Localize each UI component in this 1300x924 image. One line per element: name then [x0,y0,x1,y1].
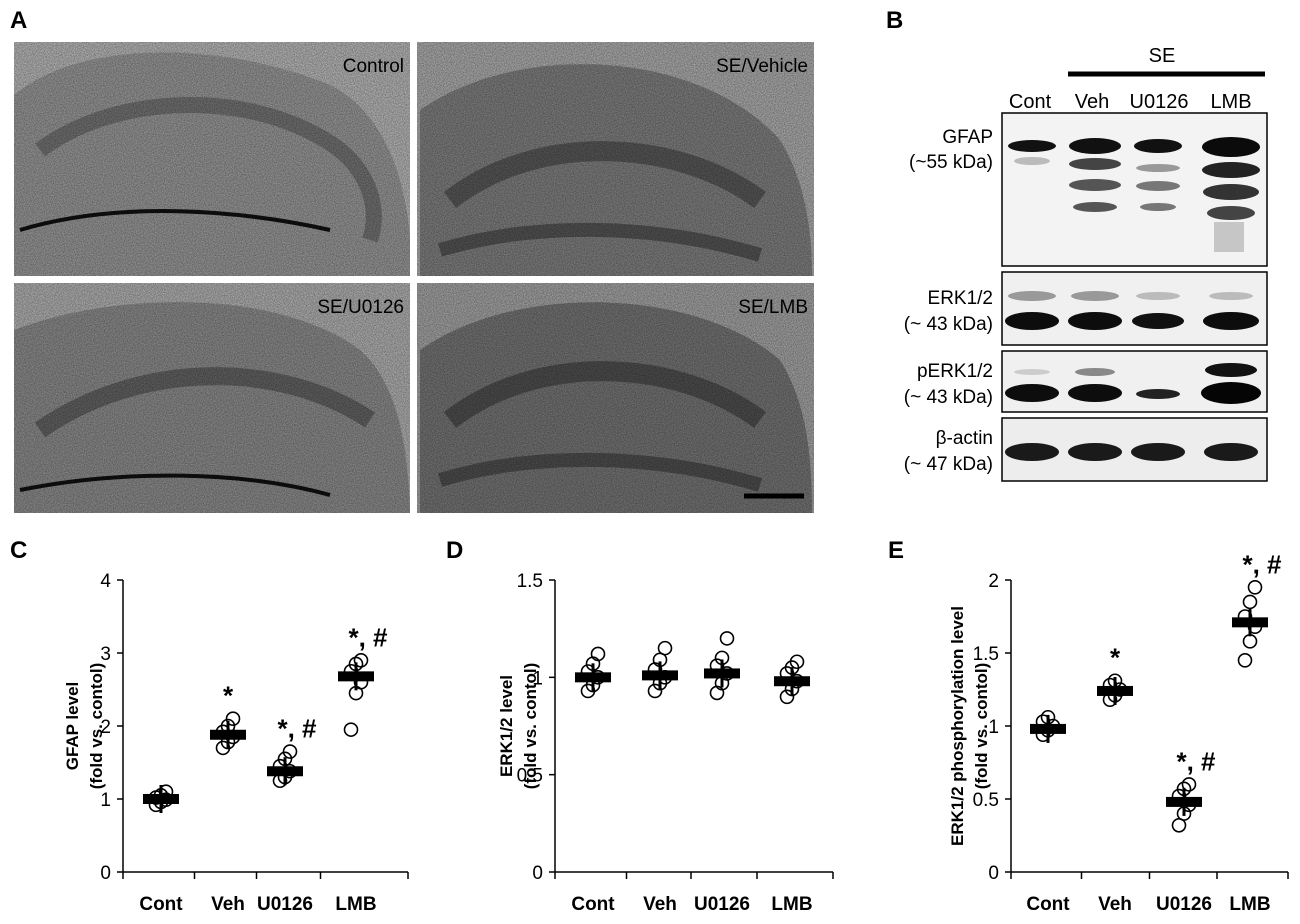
x-tick-label: U0126 [257,894,313,915]
y-tick-label: 0.5 [973,790,999,811]
y-axis-label: GFAP level [63,682,82,771]
data-point [647,683,663,699]
data-point [343,722,359,737]
data-point [282,744,298,759]
histology-se-vehicle: SE/Vehicle [417,42,814,276]
chart-erk-phosphorylation: 0 0.5 1 1.5 2 Cont Veh * U0126 *, # LMB *, # ERK1/2 … [948,549,1289,915]
x-tick-label: Cont [1026,894,1070,915]
blot-name-gfap: GFAP [942,127,993,148]
blot-size-erk: (~ 43 kDa) [904,314,993,335]
data-point [1237,652,1253,668]
chart-gfap-level: 0 1 2 3 4 Cont Veh * U0126 *, # LMB *, # GFAP level (… [63,571,409,915]
y-tick-label: 3 [100,644,111,665]
data-point [1242,634,1258,649]
y-tick-label: 1 [532,668,543,689]
panel-letter-d: D [446,537,463,564]
histology-se-lmb: SE/LMB [417,283,814,513]
western-blot: SE Cont Veh U0126 LMB GFAP (~55 kDa) ERK… [904,45,1268,482]
histology-label-control: Control [343,56,404,77]
significance-marker: *, # [1242,549,1282,579]
x-tick-label: U0126 [694,894,750,915]
blot-name-perk: pERK1/2 [917,361,993,382]
panel-letter-c: C [10,537,27,564]
data-point [1247,579,1263,595]
blot-size-actin: (~ 47 kDa) [904,454,993,475]
y-tick-label: 2 [988,571,999,592]
data-point [789,654,805,670]
data-point [779,689,795,705]
significance-marker: *, # [348,622,388,652]
blot-size-gfap: (~55 kDa) [909,152,993,173]
x-tick-label: Veh [643,894,677,915]
significance-marker: *, # [1176,746,1216,776]
significance-marker: * [1110,643,1121,673]
x-tick-label: Veh [1098,894,1132,915]
lane-label-veh: Veh [1075,91,1109,113]
y-axis-label-units: (fold vs. contol) [521,663,540,790]
histology-control: Control [14,42,410,276]
y-axis-label-units: (fold vs. contol) [87,663,106,790]
panel-letter-e: E [888,537,904,564]
blot-name-erk: ERK1/2 [928,288,993,309]
x-tick-label: LMB [771,894,812,915]
data-point [353,652,369,668]
y-axis-label: ERK1/2 phosphorylation level [948,606,967,846]
histology-se-u0126: SE/U0126 [14,283,410,513]
y-tick-label: 4 [100,571,111,592]
x-tick-label: LMB [1229,894,1270,915]
significance-marker: * [223,681,234,711]
data-point [225,711,241,727]
blot-name-actin: β-actin [936,428,993,449]
y-tick-label: 1 [988,717,999,738]
panel-letter-b: B [886,7,903,34]
histology-label-se-lmb: SE/LMB [738,297,808,318]
y-axis-label: ERK1/2 level [497,675,516,777]
data-point [719,631,735,646]
y-tick-label: 1 [100,790,111,811]
y-tick-label: 0.5 [517,766,543,787]
x-tick-label: Cont [571,894,615,915]
data-point [657,640,673,656]
x-tick-label: U0126 [1156,894,1212,915]
data-point [590,646,606,662]
histology-label-se-vehicle: SE/Vehicle [716,56,808,77]
lane-label-lmb: LMB [1210,91,1251,113]
blot-erk [1001,271,1268,346]
significance-marker: *, # [277,714,317,744]
lane-label-cont: Cont [1009,91,1052,113]
x-tick-label: Cont [139,894,183,915]
y-tick-label: 1.5 [973,644,999,665]
data-point [1242,594,1258,610]
chart-erk-level: 0 0.5 1 1.5 Cont Veh U0126 LMB ERK1/2 level (fold… [497,571,834,915]
x-tick-label: Veh [211,894,245,915]
x-tick-label: LMB [335,894,376,915]
y-tick-label: 0 [988,863,999,884]
lane-label-u0126: U0126 [1130,91,1189,113]
se-group-label: SE [1149,45,1176,67]
y-tick-label: 0 [532,863,543,884]
histology-label-se-u0126: SE/U0126 [317,297,404,318]
y-tick-label: 1.5 [517,571,543,592]
y-tick-label: 2 [100,717,111,738]
panel-letter-a: A [10,7,27,34]
y-axis-label-units: (fold vs. contol) [972,663,991,790]
blot-size-perk: (~ 43 kDa) [904,387,993,408]
data-point [1181,777,1197,792]
y-tick-label: 0 [100,863,111,884]
